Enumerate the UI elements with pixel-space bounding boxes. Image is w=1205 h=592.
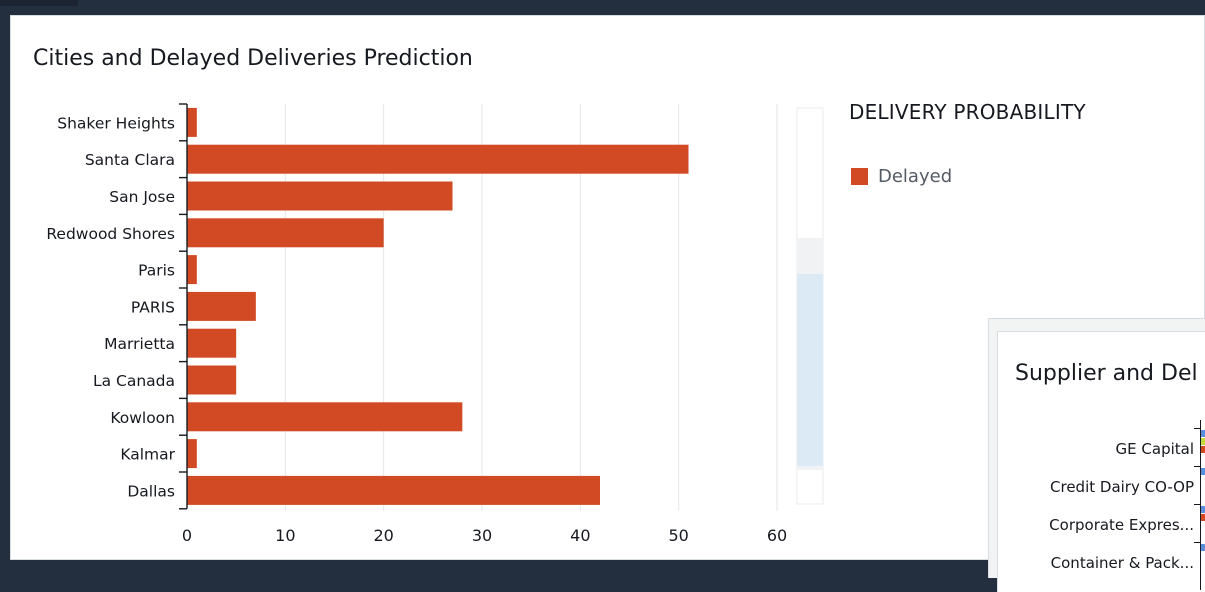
supplier-bar bbox=[1201, 446, 1205, 453]
bar bbox=[187, 107, 197, 137]
y-tick-label: Paris bbox=[138, 262, 175, 280]
supplier-bar bbox=[1201, 514, 1205, 521]
supplier-label: Container & Pack... bbox=[1050, 554, 1194, 572]
x-tick-label: 50 bbox=[668, 526, 688, 545]
bar bbox=[187, 144, 689, 174]
y-tick-label: Santa Clara bbox=[85, 151, 175, 169]
supplier-axis bbox=[1200, 420, 1201, 590]
y-tick-label: La Canada bbox=[93, 372, 175, 390]
y-tick-label: San Jose bbox=[109, 188, 175, 206]
bar bbox=[187, 439, 197, 469]
legend-swatch bbox=[851, 168, 868, 185]
supplier-tick bbox=[1194, 504, 1200, 505]
legend-item-delayed[interactable]: Delayed bbox=[851, 166, 952, 187]
y-tick-label: PARIS bbox=[131, 298, 175, 316]
y-tick-label: Redwood Shores bbox=[46, 225, 175, 243]
supplier-label: GE Capital bbox=[1115, 440, 1194, 458]
supplier-bar bbox=[1201, 506, 1205, 513]
top-bar bbox=[0, 0, 1205, 6]
supplier-chart-card: Supplier and Del GE Capital Credit Dairy … bbox=[997, 331, 1205, 592]
bar bbox=[187, 181, 453, 211]
y-tick-label: Dallas bbox=[127, 482, 175, 500]
bar bbox=[187, 402, 463, 432]
y-tick-label: Kowloon bbox=[110, 409, 175, 427]
bar bbox=[187, 365, 237, 395]
supplier-tick bbox=[1194, 466, 1200, 467]
bar bbox=[187, 218, 384, 248]
legend-title: DELIVERY PROBABILITY bbox=[849, 100, 1086, 124]
supplier-panel-title: Supplier and Del bbox=[1015, 361, 1198, 386]
supplier-chart-panel: Supplier and Del GE Capital Credit Dairy … bbox=[988, 318, 1205, 592]
supplier-bar bbox=[1201, 438, 1205, 445]
supplier-bar bbox=[1201, 468, 1205, 475]
cities-chart-panel: Cities and Delayed Deliveries Prediction… bbox=[10, 15, 1205, 560]
supplier-tick bbox=[1194, 542, 1200, 543]
x-tick-label: 40 bbox=[570, 526, 590, 545]
x-tick-label: 20 bbox=[373, 526, 393, 545]
x-tick-label: 0 bbox=[182, 526, 192, 545]
bar bbox=[187, 475, 600, 505]
legend-label: Delayed bbox=[878, 166, 953, 187]
x-tick-label: 10 bbox=[275, 526, 295, 545]
y-tick-label: Kalmar bbox=[120, 446, 175, 464]
panel-title: Cities and Delayed Deliveries Prediction bbox=[33, 46, 473, 71]
bar bbox=[187, 255, 197, 285]
x-tick-label: 30 bbox=[472, 526, 492, 545]
bar-chart: Shaker Heights Santa Clara San Jose Redwood… bbox=[46, 103, 824, 545]
supplier-tick bbox=[1194, 428, 1200, 429]
scrollbar-thumb[interactable] bbox=[797, 274, 823, 466]
x-tick-label: 60 bbox=[767, 526, 787, 545]
bar bbox=[187, 328, 237, 358]
supplier-bar bbox=[1201, 430, 1205, 437]
supplier-bar bbox=[1201, 544, 1205, 551]
y-tick-label: Shaker Heights bbox=[57, 114, 175, 132]
top-bar-tab bbox=[0, 0, 78, 6]
supplier-label: Corporate Expres... bbox=[1049, 516, 1194, 534]
bar bbox=[187, 291, 256, 321]
supplier-label: Credit Dairy CO-OP bbox=[1050, 478, 1194, 496]
y-tick-label: Marrietta bbox=[104, 335, 175, 353]
